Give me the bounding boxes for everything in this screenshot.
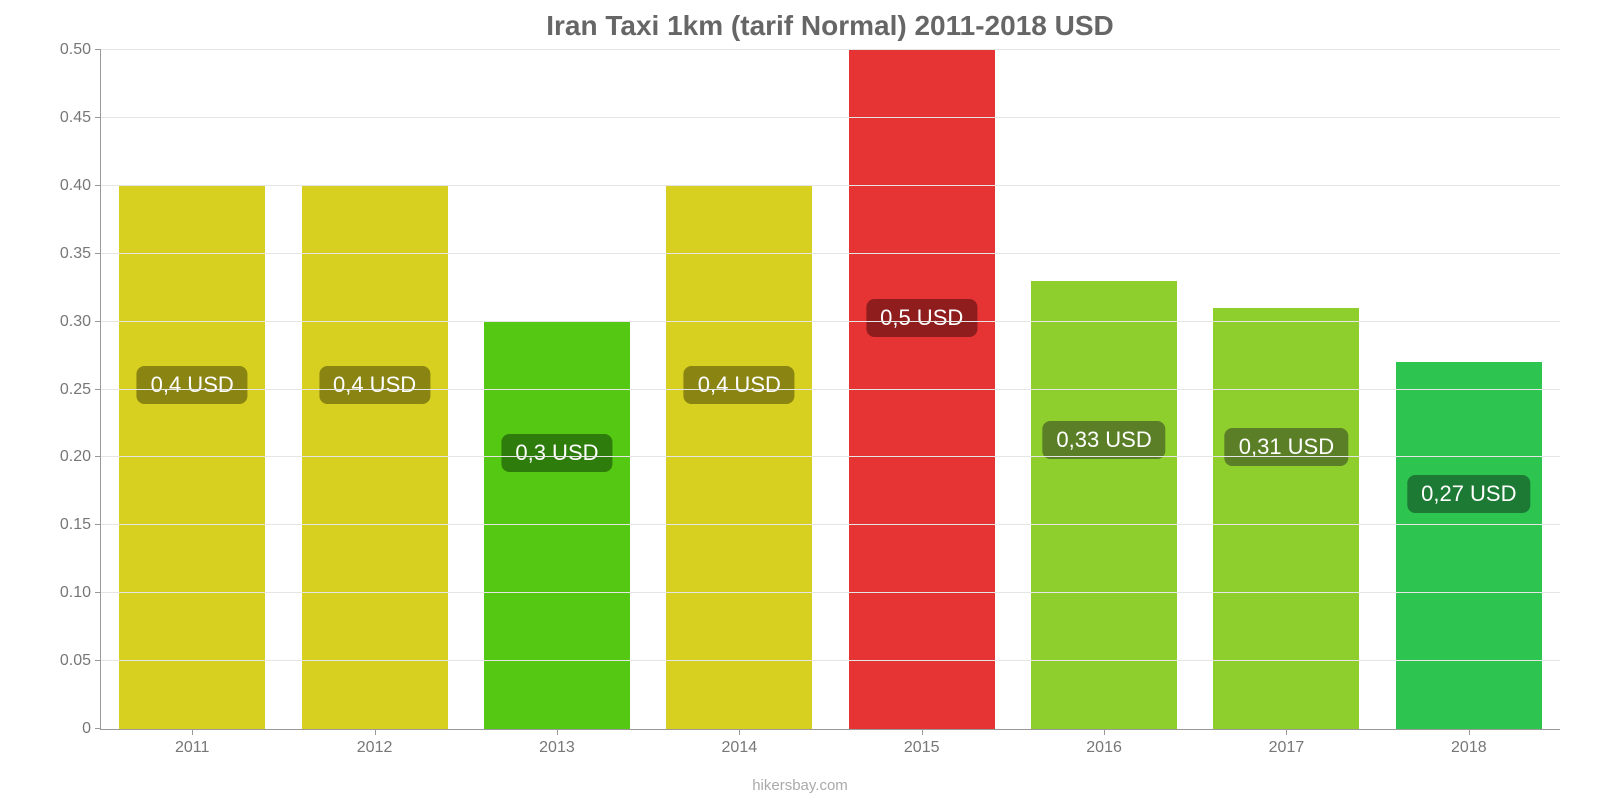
x-tick-mark — [1286, 729, 1287, 735]
bar — [119, 186, 265, 729]
plot-area: 0,4 USD20110,4 USD20120,3 USD20130,4 USD… — [100, 50, 1560, 730]
bar-value-label: 0,31 USD — [1225, 428, 1348, 466]
y-tick-mark — [95, 660, 101, 661]
x-tick-label: 2015 — [904, 739, 940, 757]
x-tick-mark — [192, 729, 193, 735]
x-tick-label: 2017 — [1269, 739, 1305, 757]
y-tick-label: 0.40 — [60, 177, 91, 195]
gridline — [101, 253, 1560, 254]
y-tick-label: 0.10 — [60, 584, 91, 602]
x-tick-label: 2012 — [357, 739, 393, 757]
bar — [1396, 362, 1542, 729]
source-label: hikersbay.com — [752, 777, 848, 794]
y-tick-mark — [95, 728, 101, 729]
bar-slot: 0,3 USD2013 — [466, 50, 648, 729]
x-tick-mark — [557, 729, 558, 735]
x-tick-mark — [375, 729, 376, 735]
y-tick-mark — [95, 524, 101, 525]
x-tick-mark — [1469, 729, 1470, 735]
x-tick-mark — [1104, 729, 1105, 735]
y-tick-mark — [95, 49, 101, 50]
y-tick-label: 0.45 — [60, 109, 91, 127]
bar-value-label: 0,33 USD — [1042, 421, 1165, 459]
y-tick-label: 0.50 — [60, 41, 91, 59]
bar — [849, 50, 995, 729]
x-tick-mark — [922, 729, 923, 735]
gridline — [101, 592, 1560, 593]
y-tick-label: 0 — [82, 720, 91, 738]
y-tick-label: 0.05 — [60, 652, 91, 670]
bar-value-label: 0,27 USD — [1407, 475, 1530, 513]
x-tick-label: 2014 — [722, 739, 758, 757]
y-tick-label: 0.25 — [60, 381, 91, 399]
bar — [1213, 308, 1359, 729]
x-tick-label: 2018 — [1451, 739, 1487, 757]
y-tick-mark — [95, 321, 101, 322]
chart-title: Iran Taxi 1km (tarif Normal) 2011-2018 U… — [100, 10, 1560, 42]
gridline — [101, 49, 1560, 50]
gridline — [101, 456, 1560, 457]
chart-container: Iran Taxi 1km (tarif Normal) 2011-2018 U… — [0, 0, 1600, 800]
bar-value-label: 0,4 USD — [137, 366, 248, 404]
x-tick-mark — [739, 729, 740, 735]
gridline — [101, 117, 1560, 118]
bar-value-label: 0,5 USD — [866, 299, 977, 337]
y-tick-label: 0.20 — [60, 448, 91, 466]
x-tick-label: 2011 — [175, 739, 209, 757]
y-tick-mark — [95, 117, 101, 118]
bar-value-label: 0,4 USD — [319, 366, 430, 404]
bar-slot: 0,27 USD2018 — [1378, 50, 1560, 729]
bar-value-label: 0,4 USD — [684, 366, 795, 404]
y-tick-mark — [95, 389, 101, 390]
gridline — [101, 389, 1560, 390]
y-tick-label: 0.30 — [60, 313, 91, 331]
gridline — [101, 321, 1560, 322]
gridline — [101, 524, 1560, 525]
bar-slot: 0,4 USD2012 — [283, 50, 465, 729]
gridline — [101, 660, 1560, 661]
y-tick-mark — [95, 253, 101, 254]
bar — [1031, 281, 1177, 729]
bar-slot: 0,4 USD2011 — [101, 50, 283, 729]
y-tick-label: 0.35 — [60, 245, 91, 263]
bar-slot: 0,5 USD2015 — [831, 50, 1013, 729]
bar-slot: 0,31 USD2017 — [1195, 50, 1377, 729]
y-tick-mark — [95, 592, 101, 593]
y-tick-mark — [95, 185, 101, 186]
bar-slot: 0,33 USD2016 — [1013, 50, 1195, 729]
bar — [302, 186, 448, 729]
x-tick-label: 2013 — [539, 739, 575, 757]
x-tick-label: 2016 — [1086, 739, 1122, 757]
y-tick-mark — [95, 456, 101, 457]
bar-value-label: 0,3 USD — [501, 434, 612, 472]
bar — [666, 186, 812, 729]
gridline — [101, 185, 1560, 186]
bar-slot: 0,4 USD2014 — [648, 50, 830, 729]
y-tick-label: 0.15 — [60, 516, 91, 534]
bars-row: 0,4 USD20110,4 USD20120,3 USD20130,4 USD… — [101, 50, 1560, 729]
